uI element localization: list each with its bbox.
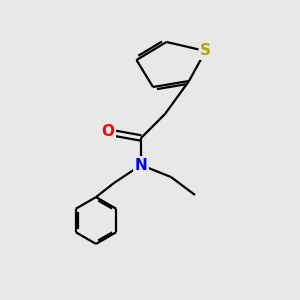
Text: N: N [135,158,147,172]
Text: S: S [200,44,211,59]
Text: O: O [101,124,115,140]
